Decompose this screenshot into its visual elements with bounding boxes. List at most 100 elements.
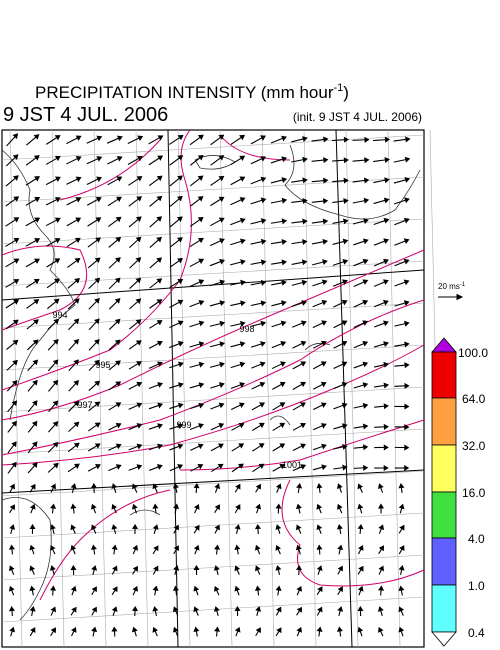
- arrow-head: [114, 339, 121, 346]
- arrow-head: [33, 299, 40, 305]
- arrow-head: [255, 606, 262, 612]
- arrow-head: [71, 606, 77, 613]
- arrow-head: [320, 402, 327, 408]
- arrow-head: [404, 382, 410, 389]
- arrow-head: [177, 464, 184, 470]
- wind-arrow: [7, 441, 17, 454]
- arrow-head: [74, 257, 81, 264]
- wind-arrow: [68, 318, 80, 331]
- arrow-head: [240, 279, 246, 286]
- arrow-head: [13, 299, 20, 305]
- grid-line: [93, 129, 107, 648]
- arrow-head: [301, 259, 308, 266]
- wind-arrow: [353, 340, 369, 349]
- arrow-head: [275, 503, 282, 509]
- arrow-head: [218, 402, 225, 409]
- wind-arrow: [398, 606, 405, 616]
- arrow-head: [197, 175, 204, 181]
- colorbar-label: 32.0: [462, 439, 486, 453]
- wind-arrow: [210, 217, 225, 227]
- wind-arrow: [8, 605, 15, 617]
- wind-arrow: [373, 320, 389, 328]
- arrow-head: [198, 279, 205, 285]
- wind-arrow: [352, 218, 369, 225]
- wind-arrow: [275, 606, 282, 616]
- wind-arrow: [373, 279, 389, 287]
- wind-arrow: [8, 544, 15, 555]
- grid-line: [303, 129, 317, 648]
- arrow-head: [75, 135, 82, 141]
- arrow-head: [404, 341, 410, 348]
- arrow-head: [337, 544, 344, 551]
- wind-arrow: [353, 279, 369, 288]
- arrow-head: [49, 565, 56, 571]
- wind-arrow: [316, 544, 323, 555]
- arrow-head: [322, 238, 328, 245]
- arrow-head: [73, 421, 80, 428]
- wind-arrow: [50, 585, 57, 596]
- wind-arrow: [87, 464, 101, 472]
- wind-arrow: [88, 318, 100, 331]
- arrow-head: [218, 175, 225, 182]
- arrow-head: [260, 197, 267, 204]
- isobar-label: 999: [176, 420, 191, 430]
- arrow-head: [70, 564, 77, 571]
- arrow-head: [131, 523, 139, 530]
- wind-arrow: [331, 136, 350, 143]
- wind-arrow: [311, 177, 329, 184]
- wind-arrow: [29, 585, 36, 596]
- grid-line: [51, 129, 65, 648]
- wind-arrow: [169, 258, 183, 268]
- wind-arrow: [210, 155, 225, 166]
- wind-arrow: [234, 565, 241, 575]
- arrow-head: [152, 626, 159, 633]
- arrow-head: [218, 382, 225, 388]
- wind-arrow: [353, 464, 369, 471]
- arrow-head: [70, 503, 77, 509]
- arrow-head: [219, 258, 226, 265]
- arrow-head: [383, 341, 389, 347]
- wind-arrow: [312, 361, 327, 370]
- wind-arrow: [48, 421, 59, 433]
- arrow-head: [177, 279, 184, 285]
- arrow-head: [321, 464, 327, 471]
- wind-arrow: [86, 156, 103, 165]
- wind-arrow: [254, 585, 261, 596]
- wind-arrow: [251, 361, 266, 369]
- wind-arrow: [152, 626, 159, 637]
- wind-arrow: [189, 361, 205, 368]
- wind-arrow: [172, 483, 179, 494]
- arrow-head: [235, 504, 241, 511]
- arrow-head: [152, 585, 159, 591]
- arrow-head: [398, 626, 405, 633]
- arrow-head: [239, 155, 246, 161]
- wind-arrow: [5, 196, 20, 207]
- arrow-head: [12, 359, 18, 366]
- arrow-head: [91, 626, 98, 633]
- wind-arrow: [70, 524, 77, 534]
- wind-arrow: [148, 361, 163, 369]
- arrow-head: [74, 463, 80, 469]
- arrow-head: [260, 238, 267, 245]
- arrow-head: [357, 605, 364, 612]
- wind-arrow: [5, 217, 20, 227]
- arrow-head: [198, 341, 205, 348]
- arrow-head: [115, 236, 122, 243]
- wind-arrow: [295, 564, 303, 576]
- wind-arrow: [337, 544, 344, 555]
- arrow-head: [194, 524, 200, 531]
- colorbar-label: 100.0: [458, 346, 488, 360]
- init-time: (init. 9 JST 4 JUL. 2006): [293, 110, 422, 124]
- wind-arrow: [86, 197, 102, 206]
- wind-arrow: [111, 606, 118, 616]
- wind-arrow: [50, 544, 56, 555]
- arrow-head: [31, 400, 38, 407]
- wind-arrow: [88, 359, 100, 371]
- wind-arrow: [45, 197, 61, 206]
- wind-arrow: [353, 423, 369, 430]
- wind-arrow: [230, 361, 246, 369]
- arrow-head: [362, 444, 369, 451]
- wind-arrow: [250, 238, 267, 245]
- wind-arrow: [209, 320, 226, 327]
- arrow-head: [218, 217, 225, 223]
